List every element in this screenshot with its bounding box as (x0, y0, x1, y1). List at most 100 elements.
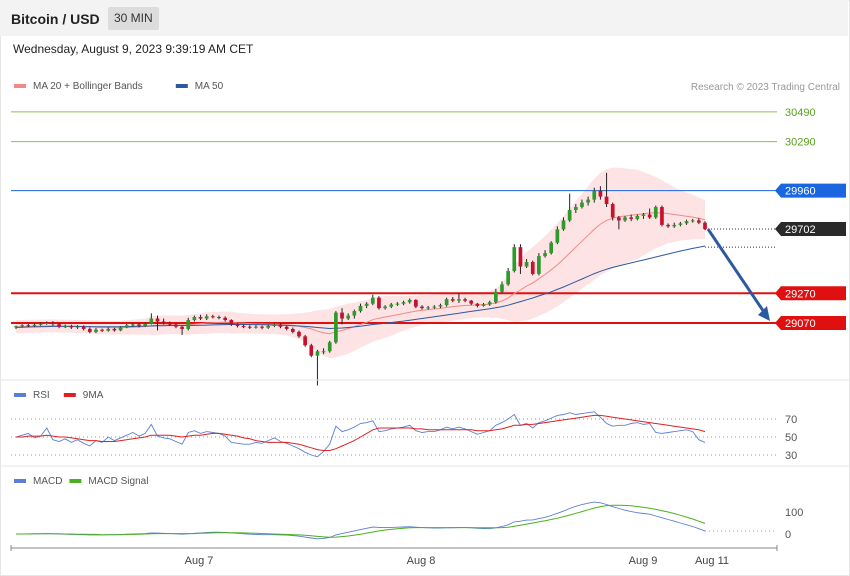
timestamp: Wednesday, August 9, 2023 9:39:19 AM CET (13, 42, 254, 56)
candle (272, 323, 277, 328)
candle-body (192, 317, 197, 321)
legends: MA 20 + Bollinger Bands MA 50 RSI 9MA MACD MA… (14, 81, 840, 487)
candle (463, 297, 467, 303)
candle-body (641, 214, 646, 216)
candle-body (211, 316, 215, 318)
candle (493, 288, 498, 304)
candle (444, 297, 449, 307)
candle (155, 315, 160, 331)
candle (211, 314, 215, 319)
level-label-29070: 29070 (785, 318, 816, 330)
x-tick-label: Aug 8 (407, 555, 436, 567)
candle-body (137, 324, 141, 326)
candle (112, 327, 117, 332)
candle (481, 302, 486, 307)
candle (321, 348, 326, 355)
candle-body (549, 242, 554, 254)
level-tag-29960 (775, 183, 846, 198)
candle (672, 222, 677, 228)
rsi-tick-label: 70 (785, 414, 797, 426)
candle (266, 324, 271, 329)
interval-badge[interactable]: 30 MIN (108, 7, 159, 30)
candle-body (377, 297, 381, 309)
candle (229, 319, 234, 326)
candles (14, 172, 707, 386)
candle-body (186, 320, 191, 329)
candle-body (524, 262, 529, 267)
candle-body (20, 325, 24, 327)
candle-body (487, 302, 492, 305)
candle-body (383, 306, 387, 309)
forecast-arrow (706, 228, 770, 321)
candle (426, 305, 431, 310)
macd-line (16, 501, 706, 540)
candle (364, 302, 369, 309)
candle (617, 215, 621, 230)
legend-main-swatch (14, 84, 26, 88)
forecast-arrow-head (758, 305, 770, 321)
time-axis: Aug 7 Aug 8 Aug 9 Aug 11 (0, 379, 850, 567)
candle-body (500, 284, 504, 292)
candle-body (51, 322, 55, 325)
rsi-tick-label: 50 (785, 432, 797, 444)
candle (598, 186, 603, 200)
candle (346, 313, 351, 321)
candle-body (143, 323, 148, 326)
x-tick-label: Aug 7 (185, 555, 214, 567)
candle (94, 328, 98, 334)
x-tick-label: Aug 9 (629, 555, 658, 567)
candle (260, 325, 264, 330)
candle-body (530, 262, 535, 274)
header-bar: Bitcoin / USD 30 MIN (0, 0, 848, 36)
candle (450, 296, 455, 303)
legend-rsi-swatch (14, 393, 26, 397)
candle (561, 217, 566, 231)
candle (81, 325, 86, 331)
candle-body (290, 328, 295, 332)
candle (278, 323, 283, 329)
candle (506, 267, 510, 286)
candle (660, 205, 664, 227)
legend-main-label: MA 20 + Bollinger Bands (33, 81, 143, 92)
candle-body (364, 303, 369, 306)
ma20-line (15, 212, 706, 335)
candle (118, 326, 123, 332)
candle (247, 325, 252, 329)
candle-body (481, 304, 486, 306)
candle-body (63, 326, 68, 328)
candle-body (598, 190, 603, 197)
candle-body (278, 324, 283, 327)
candle-body (161, 321, 166, 323)
candle-body (303, 336, 307, 346)
candle (629, 214, 634, 222)
macd-signal-line (16, 504, 706, 538)
candle-body (506, 270, 510, 285)
candle (297, 330, 301, 338)
candle-body (573, 207, 578, 211)
candle-body (124, 325, 129, 328)
candle (235, 323, 240, 328)
candle-body (217, 317, 221, 319)
level-label-29270: 29270 (785, 288, 816, 300)
candle (20, 324, 24, 328)
candle (358, 303, 363, 313)
candle-body (432, 306, 437, 308)
candle-body (414, 299, 418, 307)
candle (414, 299, 418, 309)
candle-body (260, 326, 264, 328)
candle (678, 221, 683, 227)
candle-body (131, 324, 135, 326)
candle (432, 305, 437, 309)
x-tick-label: Aug 11 (695, 555, 729, 567)
candle-body (647, 214, 652, 218)
candle (254, 325, 258, 329)
candle-body (537, 256, 541, 274)
candle-body (623, 217, 627, 221)
candle-body (81, 326, 86, 329)
legend-macd-label: MACD (33, 476, 62, 487)
candle (555, 226, 560, 245)
candle (641, 212, 646, 219)
candle (420, 305, 424, 310)
rsi-tick-label: 30 (785, 450, 797, 462)
